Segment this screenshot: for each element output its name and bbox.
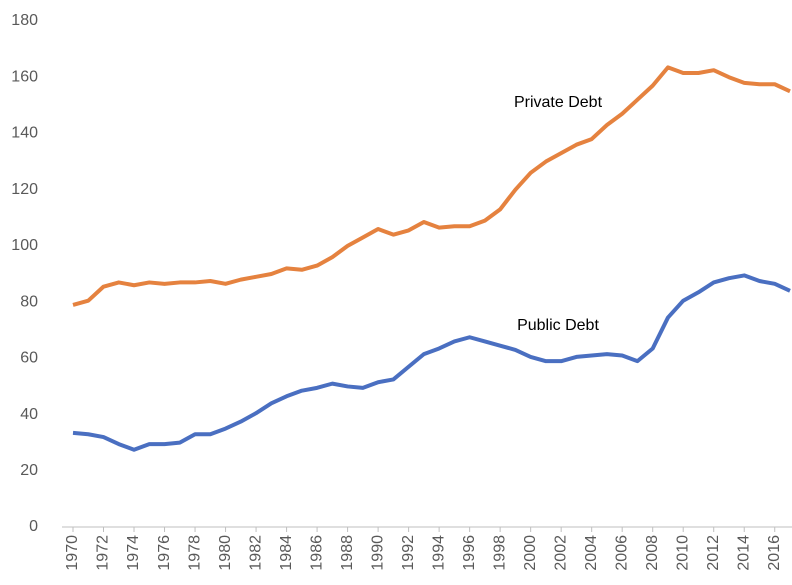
x-tick-label: 1970	[64, 535, 81, 571]
x-tick-label: 2008	[644, 535, 661, 571]
series-label: Private Debt	[514, 94, 603, 111]
x-tick-label: 2012	[705, 535, 722, 571]
x-tick-label: 1998	[491, 535, 508, 571]
y-tick-label: 20	[20, 462, 38, 479]
x-tick-label: 2004	[583, 535, 600, 571]
x-tick-label: 1984	[278, 535, 295, 571]
x-tick-label: 2002	[552, 535, 569, 571]
y-tick-label: 100	[11, 237, 38, 254]
x-tick-label: 1980	[217, 535, 234, 571]
x-tick-label: 1978	[186, 535, 203, 571]
x-tick-label: 2016	[766, 535, 783, 571]
x-tick-label: 2014	[735, 535, 752, 571]
x-tick-label: 2010	[674, 535, 691, 571]
x-tick-label: 1974	[125, 535, 142, 571]
x-tick-label: 1994	[430, 535, 447, 571]
y-tick-label: 0	[29, 518, 38, 535]
y-tick-label: 120	[11, 181, 38, 198]
y-tick-label: 160	[11, 68, 38, 85]
y-tick-label: 40	[20, 406, 38, 423]
y-tick-label: 180	[11, 12, 38, 29]
x-tick-label: 1972	[95, 535, 112, 571]
x-tick-label: 1976	[156, 535, 173, 571]
x-tick-label: 1992	[400, 535, 417, 571]
y-tick-label: 140	[11, 125, 38, 142]
y-tick-label: 80	[20, 293, 38, 310]
series-line	[72, 65, 791, 307]
x-tick-label: 2006	[613, 535, 630, 571]
x-tick-label: 1982	[247, 535, 264, 571]
x-tick-label: 1988	[339, 535, 356, 571]
series-label: Public Debt	[517, 317, 599, 334]
x-tick-label: 1996	[461, 535, 478, 571]
x-tick-label: 1990	[369, 535, 386, 571]
x-tick-label: 2000	[522, 535, 539, 571]
series-line	[72, 273, 791, 452]
y-tick-label: 60	[20, 350, 38, 367]
x-tick-label: 1986	[308, 535, 325, 571]
